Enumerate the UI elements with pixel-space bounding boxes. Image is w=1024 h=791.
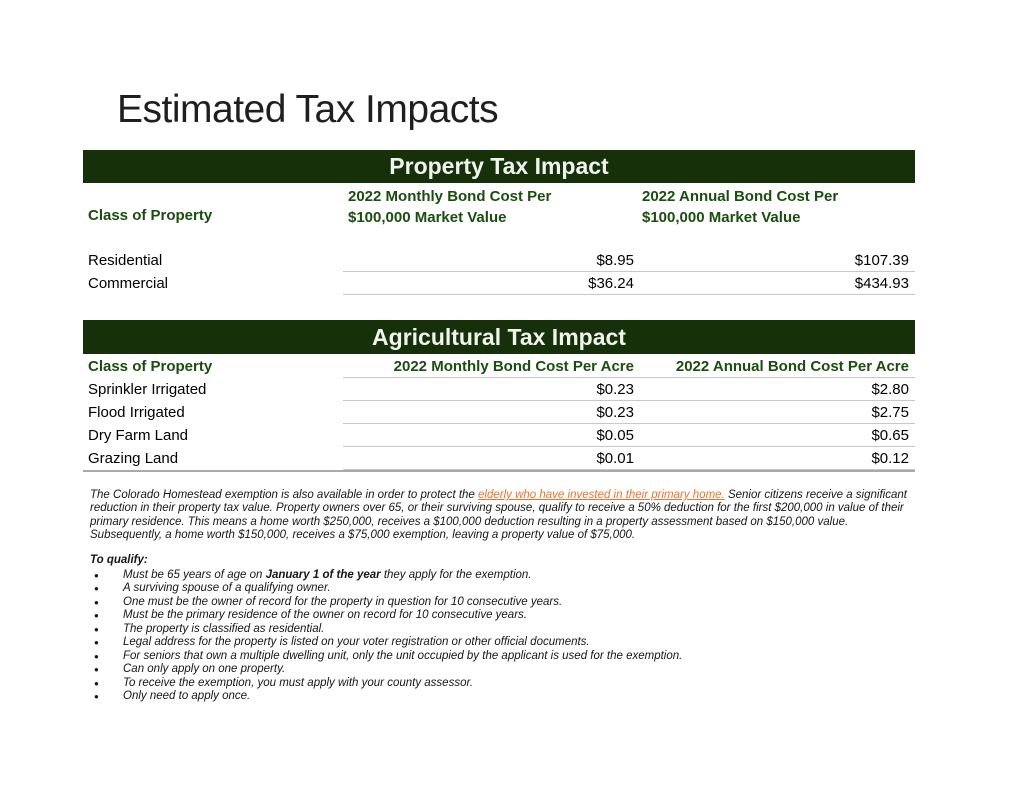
bullet-icon: ● [94,678,99,688]
qualify-bullet-list: ● Must be 65 years of age on January 1 o… [90,569,908,704]
column-header-class-of-property: Class of Property [88,207,213,224]
agricultural-table-title: Agricultural Tax Impact [372,324,626,350]
property-table-rows: Residential $8.95 $107.39 Commercial $36… [83,249,915,295]
bullet-icon: ● [94,651,99,661]
bullet-text: Must be the primary residence of the own… [123,609,527,622]
table-row: Flood Irrigated $0.23 $2.75 [83,401,915,424]
monthly-value: $0.01 [343,447,637,470]
column-header-monthly-bond-cost: 2022 Monthly Bond Cost Per $100,000 Mark… [348,188,552,226]
qualify-heading: To qualify: [90,554,148,567]
bullet-icon: ● [94,584,99,594]
paragraph-text: Senior citizens receive a significant re… [90,489,907,541]
row-label: Sprinkler Irrigated [88,381,207,398]
bullet-icon: ● [94,611,99,621]
bullet-text: One must be the owner of record for the … [123,595,563,608]
bullet-text: Legal address for the property is listed… [123,636,590,649]
page-title: Estimated Tax Impacts [117,88,499,131]
table-row: Residential $8.95 $107.39 [83,249,915,272]
homestead-paragraph: The Colorado Homestead exemption is also… [90,489,908,542]
annual-value: $0.65 [637,424,915,447]
bullet-text: A surviving spouse of a qualifying owner… [123,582,331,595]
annual-value: $2.80 [637,378,915,401]
table-row: Sprinkler Irrigated $0.23 $2.80 [83,378,915,401]
bullet-icon: ● [94,692,99,702]
monthly-value: $0.23 [343,378,637,401]
bullet-icon: ● [94,624,99,634]
table-row: Dry Farm Land $0.05 $0.65 [83,424,915,447]
table-row: Grazing Land $0.01 $0.12 [83,447,915,470]
monthly-value: $36.24 [343,272,637,295]
property-table-header-row: Class of Property 2022 Monthly Bond Cost… [83,186,915,228]
bullet-text: Must be 65 years of age on January 1 of … [123,568,532,581]
property-table-title-bar: Property Tax Impact [83,150,915,183]
list-item: ● For seniors that own a multiple dwelli… [90,650,908,664]
agricultural-table-rows: Sprinkler Irrigated $0.23 $2.80 Flood Ir… [83,378,915,470]
list-item: ● Legal address for the property is list… [90,636,908,650]
monthly-value: $8.95 [343,249,637,272]
annual-value: $107.39 [637,249,915,272]
bullet-text: Only need to apply once. [123,690,251,703]
homestead-exemption-section: The Colorado Homestead exemption is also… [90,489,908,704]
row-label: Grazing Land [88,450,179,467]
column-header-annual-bond-cost-per-acre: 2022 Annual Bond Cost Per Acre [637,356,915,378]
bullet-icon: ● [94,570,99,580]
agricultural-tax-section: Agricultural Tax Impact Class of Propert… [83,320,915,472]
bullet-text: The property is classified as residentia… [123,622,325,635]
list-item: ● Must be the primary residence of the o… [90,609,908,623]
annual-value: $0.12 [637,447,915,470]
row-label: Residential [88,252,163,269]
list-item: ● Must be 65 years of age on January 1 o… [90,569,908,583]
annual-value: $2.75 [637,401,915,424]
row-label: Flood Irrigated [88,404,185,421]
table-row: Commercial $36.24 $434.93 [83,272,915,295]
bullet-icon: ● [94,597,99,607]
bullet-text: To receive the exemption, you must apply… [123,676,474,689]
agricultural-table-title-bar: Agricultural Tax Impact [83,320,915,354]
homestead-link[interactable]: elderly who have invested in their prima… [478,489,725,501]
table-bottom-border [83,470,915,472]
bullet-text: For seniors that own a multiple dwelling… [123,649,683,662]
column-header-class-of-property: Class of Property [88,358,213,375]
annual-value: $434.93 [637,272,915,295]
property-table-title: Property Tax Impact [389,153,609,179]
agricultural-table-header-row: Class of Property 2022 Monthly Bond Cost… [83,356,915,378]
list-item: ● One must be the owner of record for th… [90,596,908,610]
column-header-monthly-bond-cost-per-acre: 2022 Monthly Bond Cost Per Acre [343,356,637,378]
list-item: ● Can only apply on one property. [90,663,908,677]
property-tax-section: Property Tax Impact Class of Property 20… [83,150,915,295]
list-item: ● Only need to apply once. [90,690,908,704]
paragraph-text: The Colorado Homestead exemption is also… [90,489,479,501]
bullet-icon: ● [94,665,99,675]
row-label: Commercial [88,275,169,292]
bullet-text: Can only apply on one property. [123,663,286,676]
list-item: ● The property is classified as resident… [90,623,908,637]
bullet-icon: ● [94,638,99,648]
monthly-value: $0.23 [343,401,637,424]
list-item: ● To receive the exemption, you must app… [90,677,908,691]
monthly-value: $0.05 [343,424,637,447]
list-item: ● A surviving spouse of a qualifying own… [90,582,908,596]
column-header-annual-bond-cost: 2022 Annual Bond Cost Per $100,000 Marke… [642,188,839,226]
row-label: Dry Farm Land [88,427,189,444]
